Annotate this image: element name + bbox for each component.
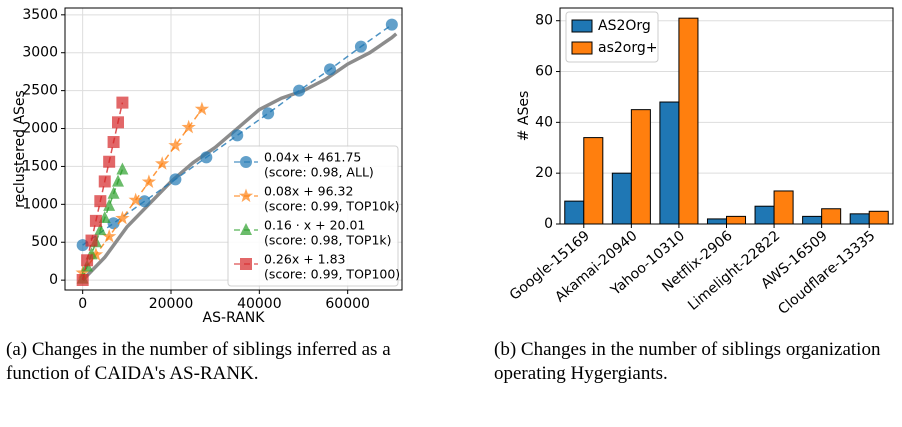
point <box>115 210 130 225</box>
point <box>112 174 125 187</box>
bar <box>754 205 775 225</box>
legend-label: 0.08x + 96.32 <box>264 184 353 199</box>
point <box>88 247 104 261</box>
point <box>128 192 143 207</box>
point <box>103 198 116 211</box>
series-line <box>81 32 398 282</box>
legend-marker <box>240 223 252 235</box>
point <box>324 63 337 76</box>
bar <box>773 190 794 225</box>
caption: (a) Changes in the number of siblings in… <box>6 339 391 384</box>
y-axis-label: # ASes <box>516 91 532 142</box>
point <box>85 234 98 247</box>
x-axis-label: AS-RANK <box>203 310 266 326</box>
point <box>107 136 120 149</box>
point <box>200 151 213 164</box>
x-tick-label: 40000 <box>237 296 282 312</box>
y-tick-label: 2500 <box>22 83 58 99</box>
y-tick-label: 3500 <box>22 7 58 23</box>
y-axis-label: reclustered ASes <box>12 90 28 208</box>
point <box>89 214 102 227</box>
point <box>94 223 107 236</box>
plot-frame <box>559 7 894 225</box>
y-tick-label: 20 <box>535 165 553 181</box>
point <box>181 119 196 134</box>
x-tick-label: Akamai-20940 <box>552 228 640 306</box>
bar <box>678 17 699 225</box>
legend-swatch <box>571 41 593 55</box>
legend-label: 0.26x + 1.83 <box>264 252 345 267</box>
point <box>194 101 210 116</box>
point <box>98 175 111 188</box>
bar <box>706 218 728 225</box>
bar <box>564 200 585 225</box>
y-tick-label: 1500 <box>22 158 58 174</box>
legend-marker <box>240 156 252 168</box>
legend-label: as2org+ <box>598 40 657 56</box>
point <box>76 273 89 286</box>
x-tick-label: 0 <box>78 296 87 312</box>
y-tick-label: 1000 <box>22 196 58 212</box>
bar <box>868 210 889 225</box>
point <box>155 156 170 170</box>
y-tick-label: 3000 <box>22 45 58 61</box>
legend-label: AS2Org <box>598 18 651 34</box>
bar <box>821 208 842 225</box>
series-line <box>82 108 203 274</box>
plot-frame <box>64 7 403 291</box>
bar <box>611 172 632 225</box>
series-line <box>82 24 393 246</box>
charts: 0 20000 40000 60000 0 500 1000 1500 2000 2500 3000… <box>12 7 894 326</box>
point <box>116 96 129 109</box>
point <box>385 18 398 31</box>
x-tick-label: 60000 <box>325 296 370 312</box>
y-tick-label: 0 <box>49 272 58 288</box>
bar <box>630 109 651 225</box>
point <box>116 162 129 175</box>
point <box>81 254 94 267</box>
legend-detail: (score: 0.98, TOP1k) <box>264 233 392 248</box>
bar <box>659 101 680 225</box>
point <box>293 84 306 97</box>
legend-detail: (score: 0.98, ALL) <box>264 165 374 180</box>
point <box>168 138 183 152</box>
legend-detail: (score: 0.99, TOP100) <box>264 267 400 282</box>
point <box>94 195 107 208</box>
y-tick-label: 500 <box>31 234 58 250</box>
bar <box>802 215 823 225</box>
legend-box <box>227 145 399 287</box>
point <box>103 155 116 168</box>
point <box>107 217 120 230</box>
y-tick-label: 0 <box>544 216 553 232</box>
point <box>169 173 182 186</box>
point <box>262 107 275 120</box>
legend-label: 0.16 · x + 20.01 <box>264 218 365 233</box>
bar <box>849 213 870 225</box>
bar <box>726 215 747 225</box>
legend-swatch <box>571 19 593 33</box>
legend-marker <box>238 188 254 203</box>
point <box>141 174 157 188</box>
point <box>231 129 244 142</box>
y-tick-label: 80 <box>535 13 553 29</box>
y-tick-label: 60 <box>535 64 553 80</box>
point <box>112 116 125 129</box>
x-tick-label: 20000 <box>149 296 194 312</box>
y-tick-label: 2000 <box>22 121 58 137</box>
legend-label: 0.04x + 461.75 <box>264 150 361 165</box>
series-line <box>81 102 124 281</box>
x-tick-label: Google-15169 <box>507 228 593 304</box>
caption: (b) Changes in the number of siblings or… <box>494 339 881 384</box>
y-tick-label: 40 <box>535 114 553 130</box>
point <box>102 229 117 243</box>
point <box>138 195 151 208</box>
point <box>107 186 120 199</box>
bar <box>583 137 604 225</box>
legend-detail: (score: 0.99, TOP10k) <box>264 199 399 214</box>
legend-marker <box>240 258 252 270</box>
point <box>354 40 367 53</box>
